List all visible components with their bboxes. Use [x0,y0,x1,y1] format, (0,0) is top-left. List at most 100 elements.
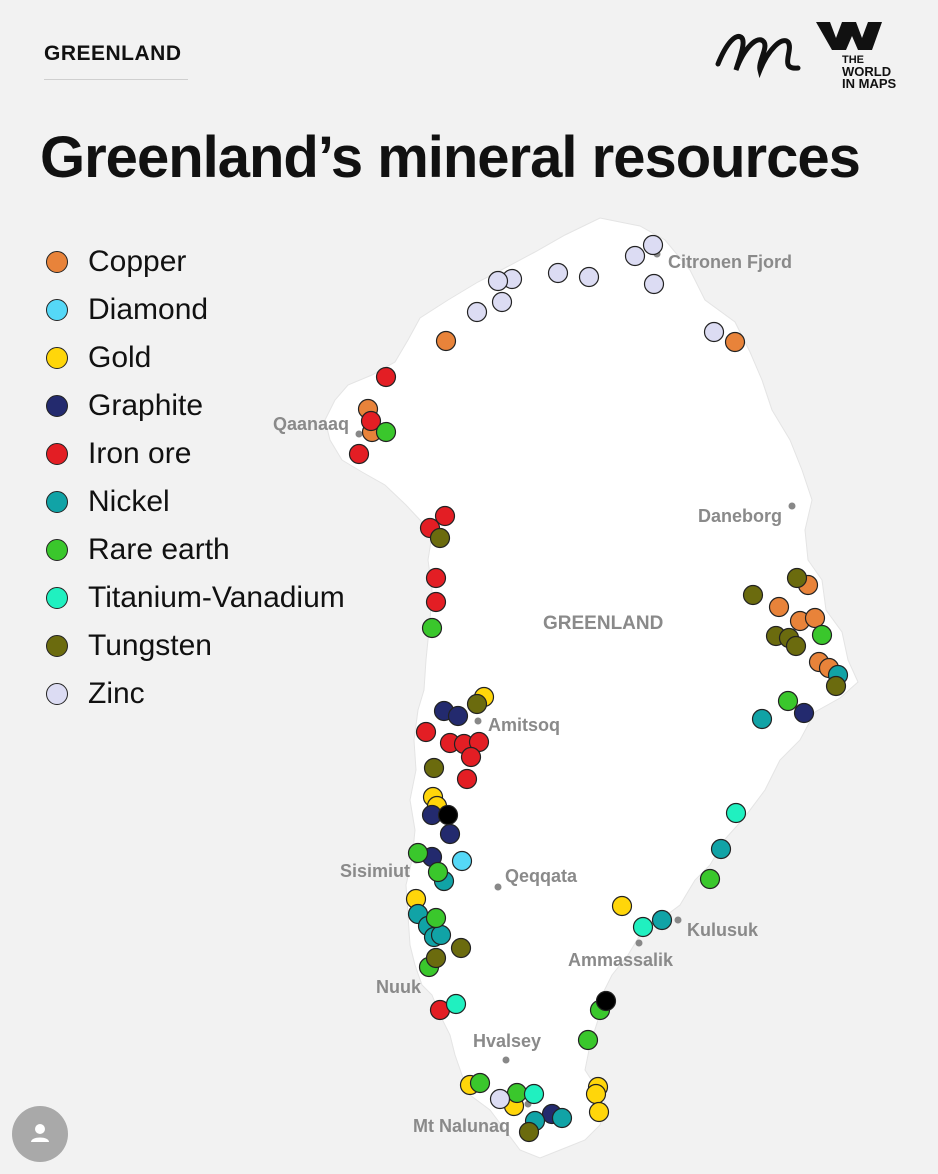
legend-label: Rare earth [88,533,230,566]
legend-swatch [46,683,68,705]
legend-item-gold: Gold [46,334,345,382]
legend-label: Copper [88,245,187,278]
legend-label: Titanium-Vanadium [88,581,345,614]
legend-label: Gold [88,341,152,374]
deposit-marker-copper [724,331,746,353]
deposit-marker-rare-earth [421,617,443,639]
place-amitsoq: Amitsoq [474,715,560,735]
deposit-marker-nickel [651,909,673,931]
deposit-marker-tungsten [825,675,847,697]
deposit-marker-zinc [489,1088,511,1110]
greenland-landmass [324,217,859,1159]
unlabelled-deposit-marker [437,804,459,826]
place-label: Hvalsey [473,1031,541,1051]
deposit-marker-nickel [551,1107,573,1129]
deposit-marker-rare-earth [375,421,397,443]
place-label: Qaanaaq [273,414,349,434]
deposit-marker-iron-ore [425,567,447,589]
deposit-marker-iron-ore [434,505,456,527]
legend-swatch [46,299,68,321]
place-citronen-fjord: Citronen Fjord [653,250,792,272]
place-label: Citronen Fjord [668,252,792,272]
deposit-marker-gold [588,1101,610,1123]
deposit-marker-titanium-vanadium [523,1083,545,1105]
legend-item-zinc: Zinc [46,670,345,718]
deposit-marker-gold [611,895,633,917]
place-daneborg: Daneborg [698,502,796,526]
deposit-marker-tungsten [785,635,807,657]
deposit-marker-rare-earth [506,1082,528,1104]
deposit-marker-rare-earth [469,1072,491,1094]
place-label: Nuuk [376,977,422,997]
place-label: Ammassalik [568,950,674,970]
deposit-marker-tungsten [425,947,447,969]
deposit-marker-zinc [466,301,488,323]
deposit-marker-zinc [624,245,646,267]
legend-label: Iron ore [88,437,192,470]
deposit-marker-zinc [703,321,725,343]
deposit-marker-nickel [751,708,773,730]
legend-swatch [46,347,68,369]
brand-wordmark: THE WORLD IN MAPS [842,54,896,90]
deposit-marker-tungsten [466,693,488,715]
deposit-marker-nickel [430,924,452,946]
legend-item-copper: Copper [46,238,345,286]
deposit-marker-iron-ore [456,768,478,790]
deposit-marker-rare-earth [811,624,833,646]
deposit-marker-rare-earth [777,690,799,712]
legend-swatch [46,491,68,513]
place-qeqqata: Qeqqata [494,866,578,891]
category-divider [44,79,188,80]
deposit-marker-titanium-vanadium [632,916,654,938]
deposit-marker-iron-ore [348,443,370,465]
deposit-marker-tungsten [786,567,808,589]
deposit-marker-copper [804,607,826,629]
place-label: Sisimiut [340,861,410,881]
brand-wordmark-the: THE [842,54,864,66]
legend-swatch [46,251,68,273]
deposit-marker-graphite [447,705,469,727]
deposit-marker-graphite [793,702,815,724]
legend-label: Zinc [88,677,145,710]
deposit-marker-tungsten [429,527,451,549]
place-label: Qeqqata [505,866,578,886]
legend-label: Nickel [88,485,170,518]
deposit-marker-zinc [487,270,509,292]
legend-swatch [46,635,68,657]
unlabelled-deposit-marker [595,990,617,1012]
deposit-marker-tungsten [742,584,764,606]
legend-label: Graphite [88,389,204,422]
deposit-marker-zinc [491,291,513,313]
deposit-marker-graphite [439,823,461,845]
deposit-marker-titanium-vanadium [725,802,747,824]
deposit-marker-zinc [547,262,569,284]
deposit-marker-rare-earth [425,907,447,929]
place-kulusuk: Kulusuk [674,916,759,940]
place-ammassalik: Ammassalik [568,939,674,970]
legend-swatch [46,539,68,561]
legend-label: Diamond [88,293,209,326]
place-hvalsey: Hvalsey [473,1031,541,1064]
deposit-marker-iron-ore [425,591,447,613]
brand-wordmark-inmaps: IN MAPS [842,76,897,91]
page-title: Greenland’s mineral resources [40,125,861,190]
legend-item-titanium-vanadium: Titanium-Vanadium [46,574,345,622]
legend-item-diamond: Diamond [46,286,345,334]
deposit-marker-diamond [451,850,473,872]
deposit-markers [348,234,849,1143]
place-qaanaaq: Qaanaaq [273,414,363,438]
deposit-marker-iron-ore [375,366,397,388]
legend-item-iron-ore: Iron ore [46,430,345,478]
user-avatar-button[interactable] [12,1106,68,1162]
deposit-marker-titanium-vanadium [445,993,467,1015]
place-label: Daneborg [698,506,782,526]
deposit-marker-iron-ore [415,721,437,743]
legend-item-graphite: Graphite [46,382,345,430]
legend-item-rare-earth: Rare earth [46,526,345,574]
brand-logo [715,22,882,79]
deposit-marker-rare-earth [699,868,721,890]
deposit-marker-rare-earth [577,1029,599,1051]
map-category-label: GREENLAND [44,42,182,65]
deposit-marker-zinc [578,266,600,288]
